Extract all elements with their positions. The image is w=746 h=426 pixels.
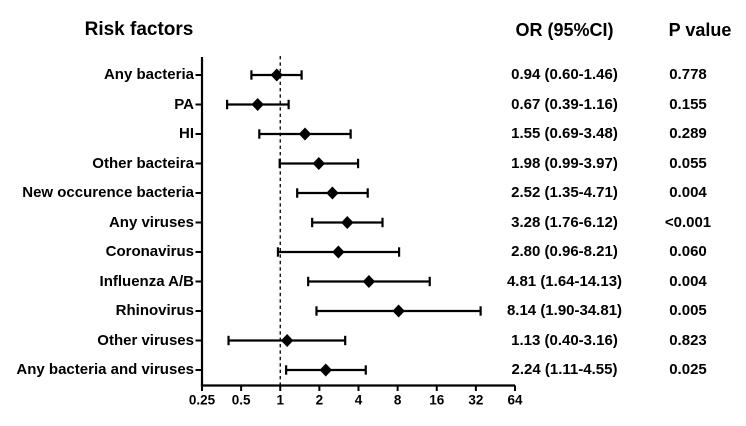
p-value-header: P value [668, 20, 732, 40]
or-diamond-marker-pa [251, 98, 264, 111]
x-tick-label-2: 2 [316, 393, 324, 408]
or-diamond-marker-other-bacteira [312, 157, 326, 170]
risk-factors-header: Risk factors [84, 19, 194, 40]
x-tick-label-4: 4 [355, 393, 363, 408]
x-tick-label-1: 1 [276, 393, 284, 408]
or-diamond-marker-other-viruses [280, 334, 294, 347]
or-diamond-marker-rhinovirus [392, 304, 405, 318]
or-diamond-marker-any-bacteria-and-viruses [319, 363, 332, 377]
x-tick-label-0.5: 0.5 [232, 393, 251, 408]
or-diamond-marker-coronavirus [332, 245, 345, 259]
or-diamond-marker-new-occurence-bacteria [326, 186, 339, 200]
or-diamond-marker-hi [298, 127, 312, 141]
or-diamond-marker-influenza-a-b [362, 275, 376, 288]
x-tick-label-8: 8 [394, 393, 402, 408]
or-diamond-marker-any-bacteria [270, 68, 283, 82]
x-tick-label-16: 16 [429, 393, 445, 408]
x-tick-label-64: 64 [507, 393, 523, 408]
x-tick-label-32: 32 [468, 393, 483, 408]
x-tick-label-0.25: 0.25 [189, 393, 216, 408]
or-diamond-marker-any-viruses [341, 216, 354, 229]
or-ci-header: OR (95%CI) [515, 20, 614, 40]
